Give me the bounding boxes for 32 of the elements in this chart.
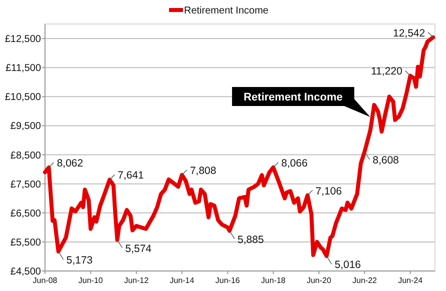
x-tick-label: Jun-16 (215, 276, 240, 285)
data-label: 5,574 (125, 242, 152, 255)
y-tick-label: £9,500 (10, 121, 42, 132)
data-label: 7,641 (118, 170, 144, 182)
x-tick-label: Jun-14 (170, 276, 195, 285)
x-tick-label: Jun-24 (398, 276, 424, 285)
x-tick-label: Jun-08 (32, 276, 58, 285)
data-label: 5,016 (334, 259, 362, 272)
annotation: Retirement Income (244, 91, 343, 104)
data-label: 5,173 (66, 254, 93, 266)
y-tick-label: £10,500 (4, 92, 42, 104)
data-label: 8,608 (372, 154, 400, 167)
data-label: 11,220 (370, 66, 402, 78)
x-tick-label: Jun-12 (124, 276, 150, 285)
x-tick-label: Jun-22 (352, 276, 378, 285)
data-label: 7,808 (190, 164, 216, 177)
data-label: 7,106 (316, 185, 342, 198)
x-tick-label: Jun-10 (78, 276, 104, 285)
y-tick-label: £5,500 (10, 237, 42, 248)
y-tick-label: £11,500 (6, 63, 42, 74)
y-tick-label: £7,500 (10, 179, 42, 190)
data-label: 8,066 (281, 157, 308, 170)
y-tick-label: £12,500 (4, 34, 42, 46)
data-label: 8,062 (56, 157, 84, 170)
y-tick-label: £6,500 (10, 208, 42, 220)
data-label: 12,542 (393, 27, 426, 40)
y-tick-label: £8,500 (10, 150, 42, 162)
data-label: 5,885 (238, 234, 264, 246)
x-tick-label: Jun-20 (306, 276, 332, 285)
x-tick-label: Jun-18 (261, 276, 286, 285)
y-tick-label: £4,500 (10, 266, 42, 278)
legend-label: Retirement Income (184, 6, 269, 16)
